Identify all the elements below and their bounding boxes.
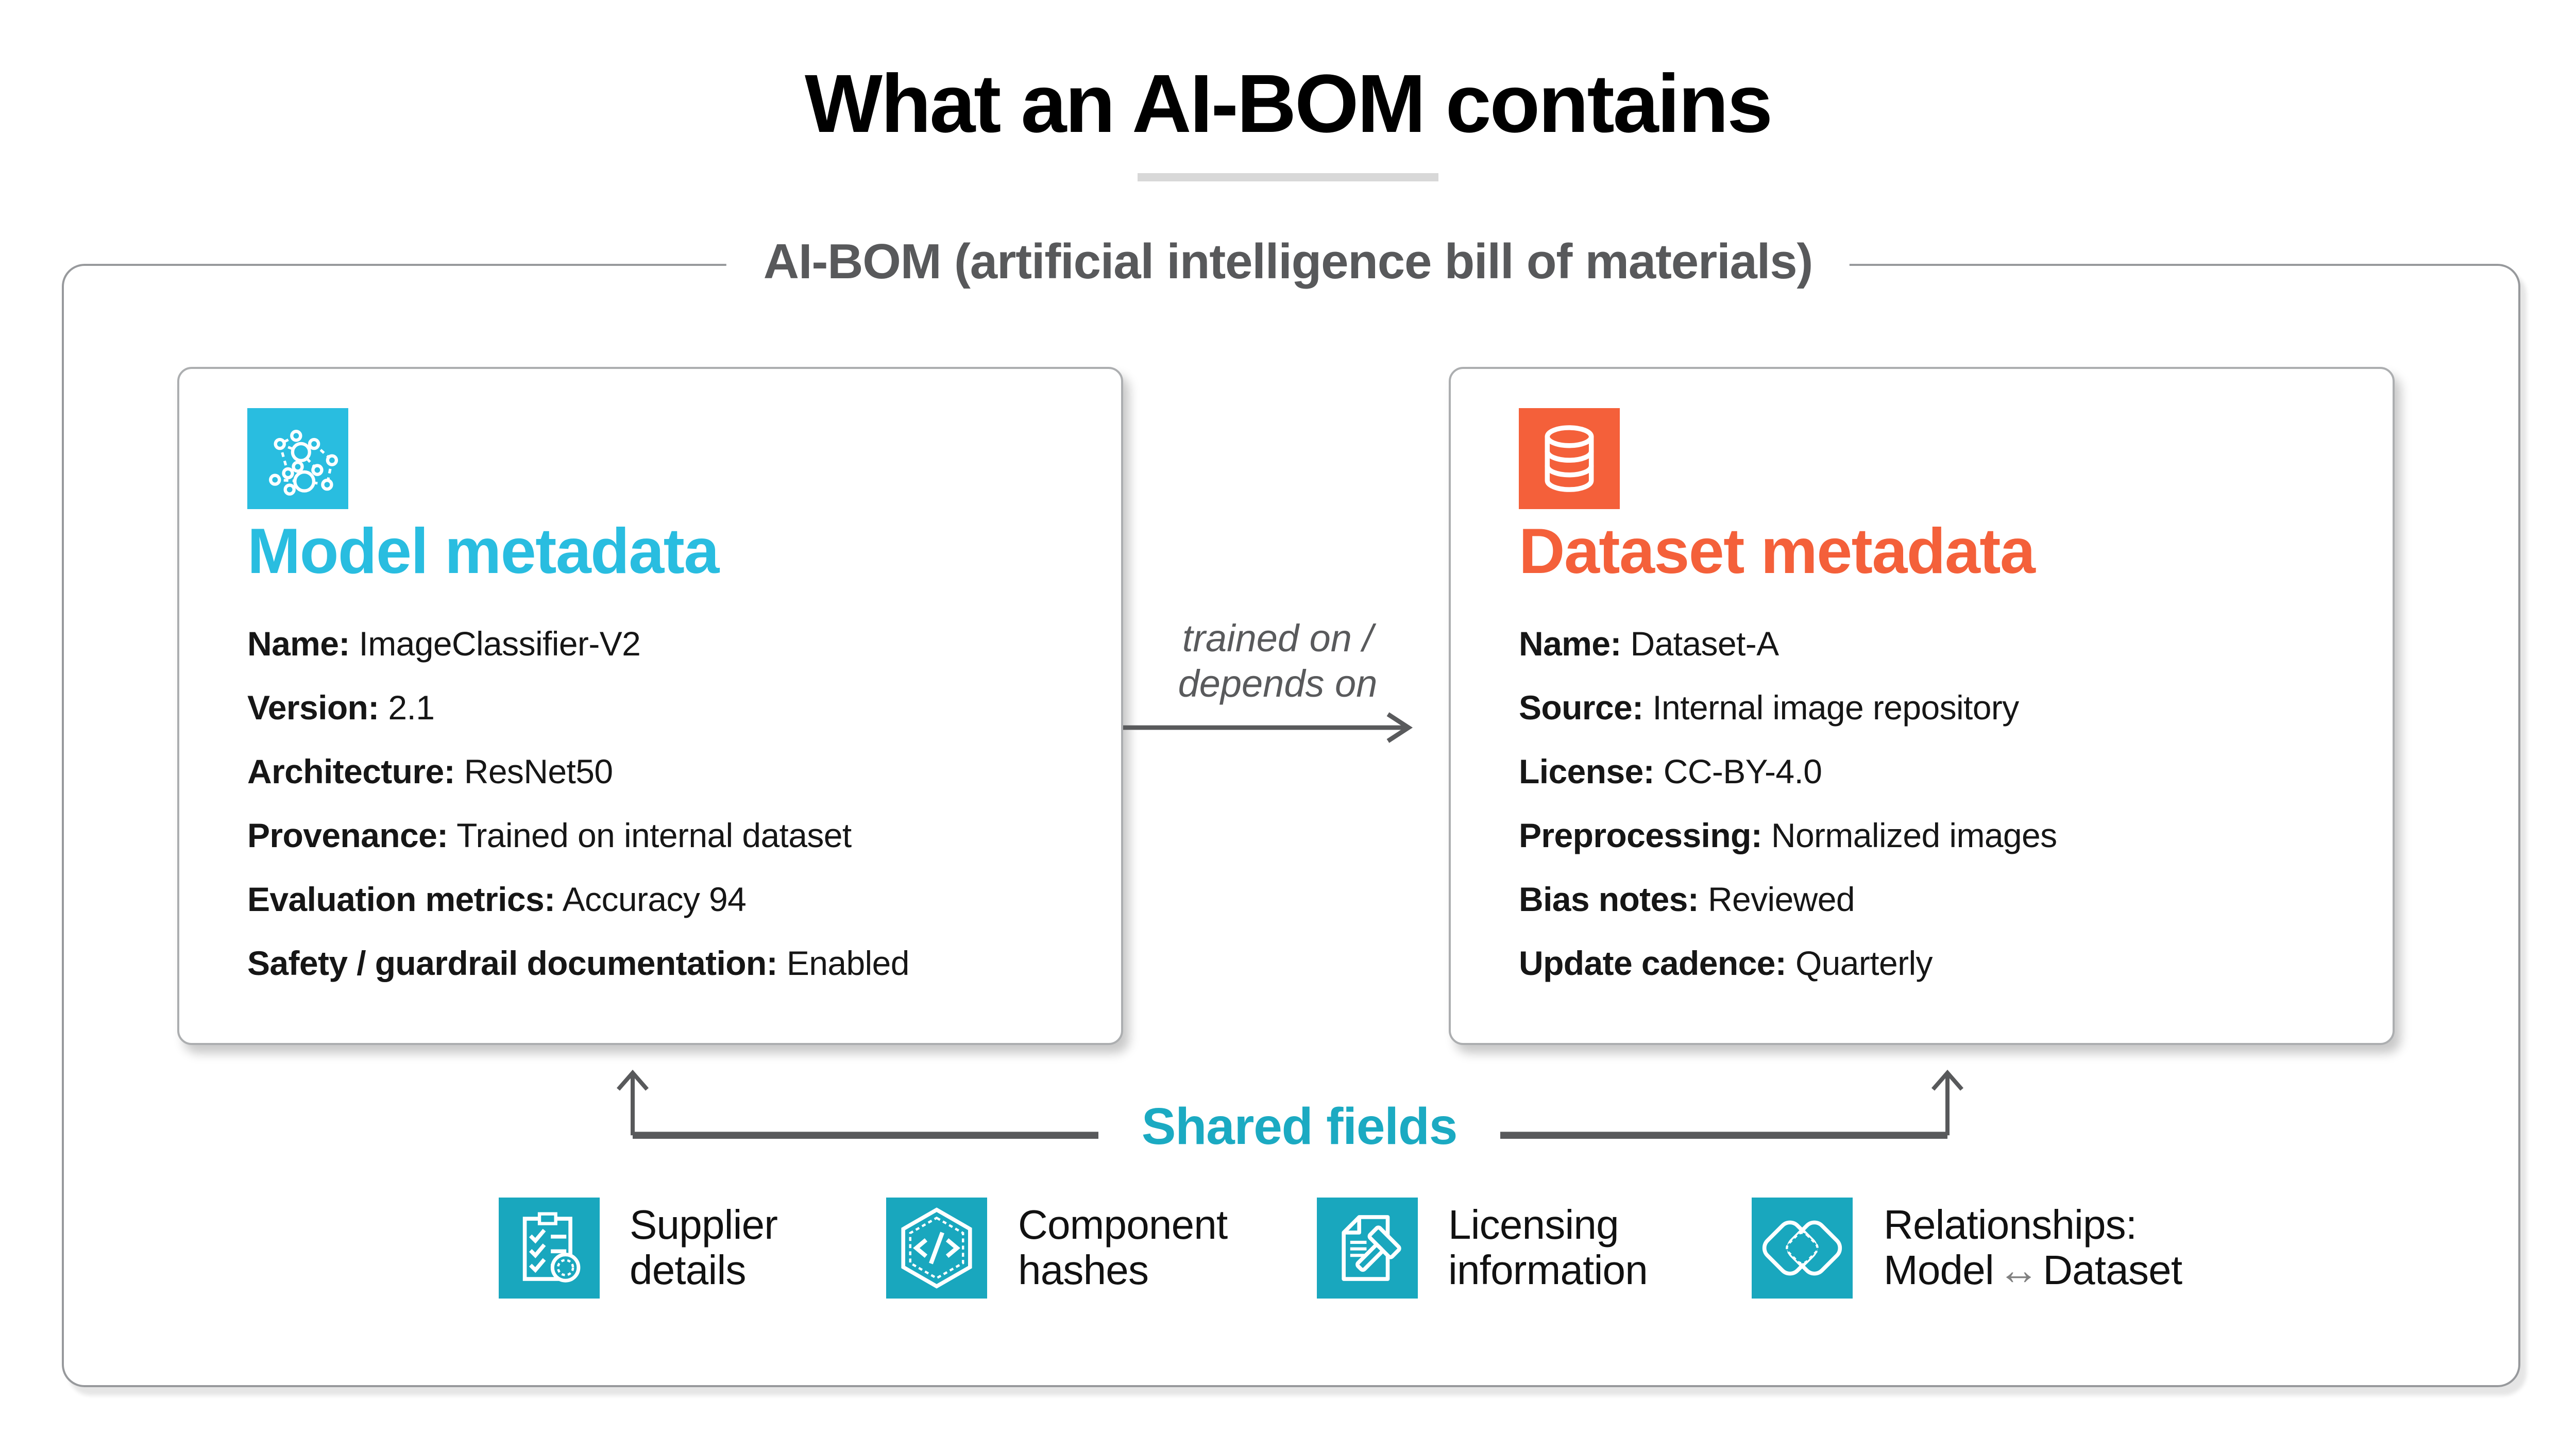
dataset-field-license: License: CC-BY-4.0 <box>1519 752 2351 796</box>
model-field-safety-documentation: Safety / guardrail documentation: Enable… <box>247 944 1080 987</box>
model-field-name: Name: ImageClassifier-V2 <box>247 625 1080 668</box>
shared-item-label: Relationships: Model ↔ Dataset <box>1884 1203 2182 1293</box>
shared-fields-label: Shared fields <box>1141 1099 1458 1156</box>
dataset-field-name: Name: Dataset-A <box>1519 625 2351 668</box>
dataset-metadata-card: Dataset metadata Name: Dataset-A Source:… <box>1449 367 2395 1045</box>
shared-item-label: Licensing information <box>1448 1203 1648 1293</box>
neural-network-icon <box>247 408 348 509</box>
field-value: Normalized images <box>1771 818 2057 855</box>
model-field-evaluation-metrics: Evaluation metrics: Accuracy 94 <box>247 880 1080 923</box>
shared-item-label-line2: hashes <box>1018 1248 1149 1293</box>
relation-label-line1: trained on / <box>1182 616 1374 660</box>
model-card-title: Model metadata <box>247 515 719 587</box>
model-metadata-card: Model metadata Name: ImageClassifier-V2 … <box>177 367 1123 1045</box>
dataset-field-update-cadence: Update cadence: Quarterly <box>1519 944 2351 987</box>
shared-item-supplier-details: Supplier details <box>498 1198 778 1299</box>
field-value: ResNet50 <box>464 754 613 791</box>
field-label: License: <box>1519 754 1655 791</box>
field-value: CC-BY-4.0 <box>1663 754 1822 791</box>
field-value: Reviewed <box>1707 882 1855 919</box>
shared-item-label-line2: details <box>630 1248 746 1293</box>
shared-item-label: Supplier details <box>630 1203 778 1293</box>
overlapping-shapes-icon <box>1752 1198 1853 1299</box>
shared-item-label-line2: information <box>1448 1248 1648 1293</box>
shared-item-label-line1: Component <box>1018 1203 1228 1248</box>
relation-label: trained on / depends on <box>1105 616 1451 705</box>
up-arrow-icon <box>616 1069 649 1091</box>
dataset-field-source: Source: Internal image repository <box>1519 688 2351 732</box>
field-label: Name: <box>247 627 350 664</box>
dataset-card-title: Dataset metadata <box>1519 515 2036 587</box>
database-icon <box>1519 408 1620 509</box>
page-title: What an AI-BOM contains <box>804 60 1773 150</box>
shared-item-licensing-information: Licensing information <box>1316 1198 1648 1299</box>
shared-item-label-line1: Supplier <box>630 1203 778 1248</box>
shared-item-label-line1: Licensing <box>1448 1203 1619 1248</box>
clipboard-check-icon <box>498 1198 599 1299</box>
field-label: Name: <box>1519 627 1621 664</box>
field-label: Evaluation metrics: <box>247 882 555 919</box>
field-label: Source: <box>1519 690 1643 728</box>
model-field-architecture: Architecture: ResNet50 <box>247 752 1080 796</box>
relationship-model-text: Model <box>1884 1248 1994 1293</box>
field-value: Accuracy 94 <box>562 882 747 919</box>
shared-item-relationships: Relationships: Model ↔ Dataset <box>1752 1198 2182 1299</box>
shared-item-label-line2: Model ↔ Dataset <box>1884 1248 2182 1293</box>
field-label: Update cadence: <box>1519 946 1787 983</box>
field-value: 2.1 <box>388 690 435 728</box>
model-field-provenance: Provenance: Trained on internal dataset <box>247 816 1080 860</box>
field-label: Bias notes: <box>1519 882 1699 919</box>
title-underline <box>1138 173 1438 180</box>
model-field-version: Version: 2.1 <box>247 688 1080 732</box>
field-value: Dataset-A <box>1630 627 1780 664</box>
double-arrow-icon: ↔ <box>1997 1248 2039 1293</box>
field-label: Version: <box>247 690 379 728</box>
license-gavel-icon <box>1316 1198 1417 1299</box>
aibom-container-label: AI-BOM (artificial intelligence bill of … <box>726 235 1850 293</box>
up-arrow-icon <box>1931 1069 1964 1091</box>
field-label: Safety / guardrail documentation: <box>247 946 778 983</box>
field-label: Preprocessing: <box>1519 818 1762 855</box>
right-arrow-icon <box>1123 711 1413 742</box>
shared-item-label-line1: Relationships: <box>1884 1203 2137 1248</box>
shared-fields-bracket <box>616 1069 1964 1139</box>
field-value: Enabled <box>786 946 910 983</box>
field-value: Quarterly <box>1795 946 1933 983</box>
field-value: Internal image repository <box>1652 690 2019 728</box>
field-label: Architecture: <box>247 754 455 791</box>
field-value: ImageClassifier-V2 <box>359 627 641 664</box>
shared-item-label: Component hashes <box>1018 1203 1228 1293</box>
dataset-field-bias-notes: Bias notes: Reviewed <box>1519 880 2351 923</box>
shared-item-component-hashes: Component hashes <box>886 1198 1228 1299</box>
field-label: Provenance: <box>247 818 448 855</box>
dataset-field-preprocessing: Preprocessing: Normalized images <box>1519 816 2351 860</box>
code-hexagon-icon <box>886 1198 987 1299</box>
relation-label-line2: depends on <box>1178 661 1378 704</box>
field-value: Trained on internal dataset <box>456 818 852 855</box>
relationship-dataset-text: Dataset <box>2043 1248 2182 1293</box>
